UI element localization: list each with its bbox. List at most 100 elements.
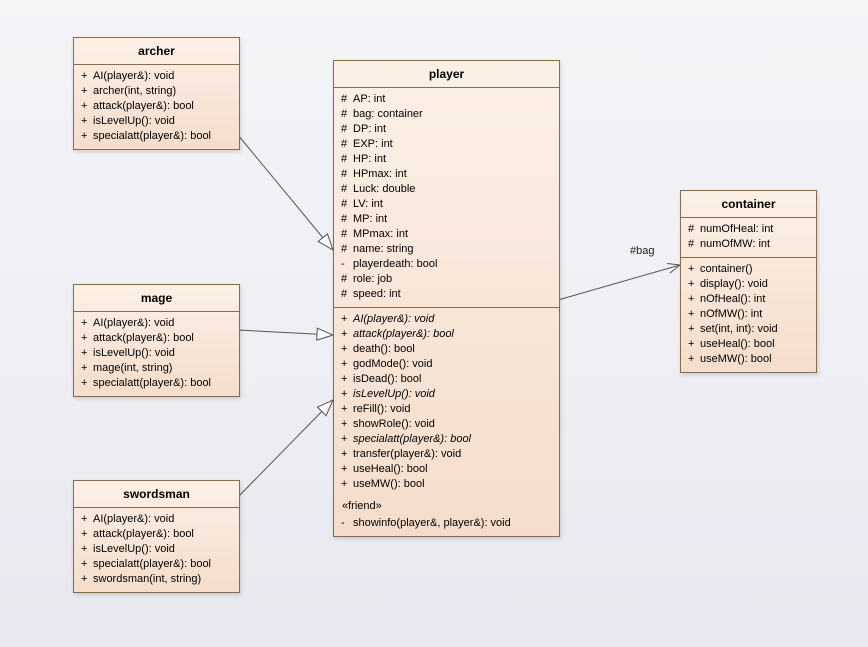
member-signature: name: string	[353, 243, 414, 255]
member-signature: numOfHeal: int	[700, 223, 773, 235]
visibility-symbol: #	[341, 92, 353, 107]
method-list: +AI(player&): void+attack(player&): bool…	[74, 508, 239, 592]
member-signature: isLevelUp(): void	[93, 543, 175, 555]
member-row: +showRole(): void	[341, 417, 552, 432]
member-signature: specialatt(player&): bool	[93, 558, 211, 570]
member-signature: role: job	[353, 273, 392, 285]
visibility-symbol: +	[688, 262, 700, 277]
member-signature: transfer(player&): void	[353, 448, 461, 460]
visibility-symbol: #	[688, 222, 700, 237]
member-row: +attack(player&): bool	[81, 331, 232, 346]
method-list: +AI(player&): void+archer(int, string)+a…	[74, 65, 239, 149]
member-row: +AI(player&): void	[81, 69, 232, 84]
class-title: player	[334, 61, 559, 88]
edge-label-bag: #bag	[630, 245, 654, 257]
member-row: +useMW(): bool	[688, 352, 809, 367]
class-player: player #AP: int#bag: container#DP: int#E…	[333, 60, 560, 537]
visibility-symbol: +	[81, 346, 93, 361]
visibility-symbol: #	[341, 152, 353, 167]
member-signature: death(): bool	[353, 343, 415, 355]
visibility-symbol: +	[688, 307, 700, 322]
member-row: +transfer(player&): void	[341, 447, 552, 462]
member-signature: attack(player&): bool	[353, 328, 454, 340]
class-container: container #numOfHeal: int#numOfMW: int +…	[680, 190, 817, 373]
method-list: +AI(player&): void+attack(player&): bool…	[334, 308, 559, 497]
visibility-symbol: +	[81, 316, 93, 331]
visibility-symbol: +	[688, 337, 700, 352]
member-signature: HPmax: int	[353, 168, 407, 180]
member-row: +archer(int, string)	[81, 84, 232, 99]
visibility-symbol: +	[688, 292, 700, 307]
member-row: #role: job	[341, 272, 552, 287]
visibility-symbol: +	[81, 361, 93, 376]
member-signature: attack(player&): bool	[93, 100, 194, 112]
attribute-list: #AP: int#bag: container#DP: int#EXP: int…	[334, 88, 559, 307]
visibility-symbol: #	[341, 197, 353, 212]
member-signature: nOfMW(): int	[700, 308, 762, 320]
member-row: +swordsman(int, string)	[81, 572, 232, 587]
visibility-symbol: -	[341, 516, 353, 531]
member-signature: HP: int	[353, 153, 386, 165]
class-title: swordsman	[74, 481, 239, 508]
member-row: +AI(player&): void	[81, 316, 232, 331]
member-signature: EXP: int	[353, 138, 393, 150]
member-row: #HPmax: int	[341, 167, 552, 182]
visibility-symbol: #	[341, 212, 353, 227]
member-row: +mage(int, string)	[81, 361, 232, 376]
member-signature: playerdeath: bool	[353, 258, 437, 270]
member-row: +useHeal(): bool	[688, 337, 809, 352]
member-signature: bag: container	[353, 108, 423, 120]
member-row: +isLevelUp(): void	[81, 114, 232, 129]
member-signature: showRole(): void	[353, 418, 435, 430]
member-row: +nOfHeal(): int	[688, 292, 809, 307]
visibility-symbol: +	[81, 129, 93, 144]
member-row: +isLevelUp(): void	[81, 542, 232, 557]
edge-player-container	[558, 265, 680, 300]
member-row: +isDead(): bool	[341, 372, 552, 387]
member-signature: set(int, int): void	[700, 323, 778, 335]
member-row: +specialatt(player&): bool	[81, 376, 232, 391]
visibility-symbol: +	[81, 542, 93, 557]
member-row: #HP: int	[341, 152, 552, 167]
member-row: +set(int, int): void	[688, 322, 809, 337]
member-signature: display(): void	[700, 278, 768, 290]
visibility-symbol: +	[688, 352, 700, 367]
edge-mage-player	[238, 330, 333, 335]
member-row: +godMode(): void	[341, 357, 552, 372]
visibility-symbol: +	[341, 372, 353, 387]
member-signature: container()	[700, 263, 753, 275]
member-row: #MPmax: int	[341, 227, 552, 242]
visibility-symbol: +	[341, 387, 353, 402]
edge-swordsman-player	[238, 400, 333, 497]
member-signature: isLevelUp(): void	[93, 347, 175, 359]
member-row: +attack(player&): bool	[81, 527, 232, 542]
member-row: #LV: int	[341, 197, 552, 212]
member-signature: MP: int	[353, 213, 387, 225]
visibility-symbol: #	[341, 272, 353, 287]
visibility-symbol: +	[81, 331, 93, 346]
visibility-symbol: +	[341, 402, 353, 417]
member-signature: attack(player&): bool	[93, 528, 194, 540]
visibility-symbol: +	[341, 342, 353, 357]
visibility-symbol: +	[81, 69, 93, 84]
member-signature: Luck: double	[353, 183, 415, 195]
member-row: #AP: int	[341, 92, 552, 107]
member-signature: AP: int	[353, 93, 385, 105]
member-row: #DP: int	[341, 122, 552, 137]
member-signature: attack(player&): bool	[93, 332, 194, 344]
member-signature: swordsman(int, string)	[93, 573, 201, 585]
visibility-symbol: +	[81, 512, 93, 527]
member-signature: MPmax: int	[353, 228, 408, 240]
visibility-symbol: #	[341, 182, 353, 197]
visibility-symbol: #	[341, 107, 353, 122]
member-row: +specialatt(player&): bool	[81, 129, 232, 144]
member-signature: AI(player&): void	[93, 70, 174, 82]
member-signature: DP: int	[353, 123, 386, 135]
member-signature: godMode(): void	[353, 358, 433, 370]
member-row: +display(): void	[688, 277, 809, 292]
member-signature: nOfHeal(): int	[700, 293, 765, 305]
member-signature: LV: int	[353, 198, 383, 210]
member-row: +isLevelUp(): void	[341, 387, 552, 402]
member-row: #name: string	[341, 242, 552, 257]
member-signature: specialatt(player&): bool	[353, 433, 471, 445]
